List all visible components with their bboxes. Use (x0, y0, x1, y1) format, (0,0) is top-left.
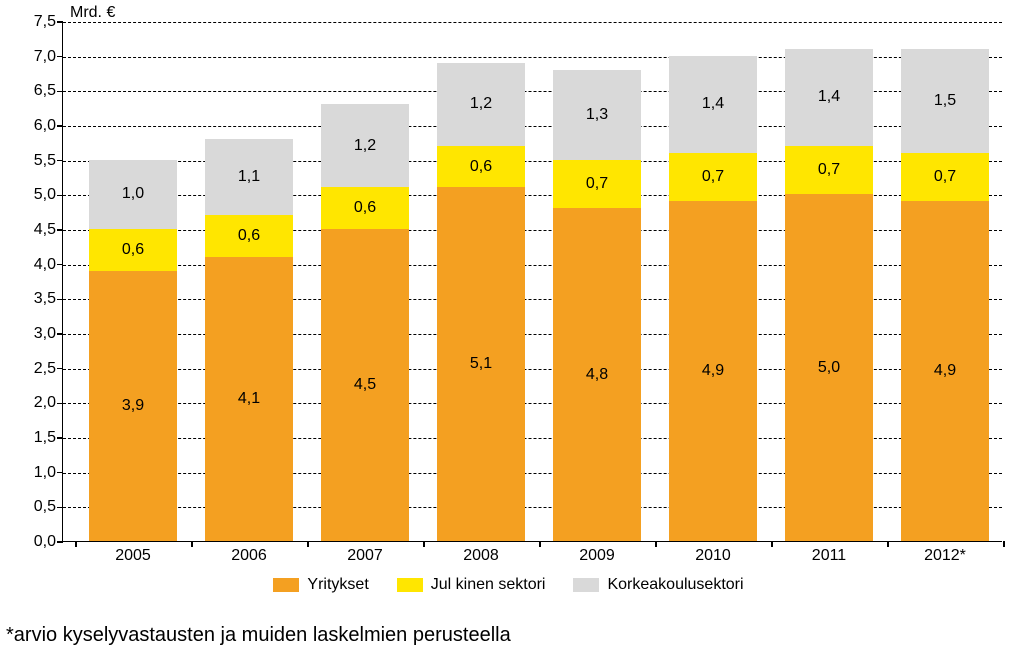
y-tick-label: 1,0 (12, 464, 56, 482)
bar-value-label: 1,2 (321, 137, 409, 155)
x-tick-mark (423, 541, 425, 547)
x-tick-label: 2010 (669, 541, 757, 565)
y-tick-label: 5,5 (12, 152, 56, 170)
y-tick-label: 3,5 (12, 290, 56, 308)
x-tick-label: 2006 (205, 541, 293, 565)
y-tick-label: 6,0 (12, 117, 56, 135)
y-tick-mark (57, 368, 63, 370)
y-tick-label: 6,5 (12, 82, 56, 100)
x-tick-label: 2009 (553, 541, 641, 565)
y-tick-mark (57, 472, 63, 474)
x-tick-mark (1003, 541, 1005, 547)
x-tick-label: 2007 (321, 541, 409, 565)
y-tick-mark (57, 56, 63, 58)
bar-value-label: 1,5 (901, 92, 989, 110)
legend-label: Korkeakoulusektori (607, 576, 743, 594)
y-tick-label: 2,5 (12, 360, 56, 378)
bar-value-label: 0,6 (89, 241, 177, 259)
bar-value-label: 0,6 (205, 227, 293, 245)
x-tick-label: 2011 (785, 541, 873, 565)
y-tick-label: 4,0 (12, 256, 56, 274)
bar-value-label: 1,1 (205, 168, 293, 186)
legend-item-korkeakoulu: Korkeakoulusektori (573, 576, 743, 594)
bar-value-label: 4,5 (321, 376, 409, 394)
y-tick-mark (57, 195, 63, 197)
bar-value-label: 1,3 (553, 106, 641, 124)
plot-area: 3,90,61,020054,10,61,120064,50,61,220075… (62, 22, 1002, 542)
y-tick-mark (57, 437, 63, 439)
bar-value-label: 4,9 (901, 362, 989, 380)
legend-label: Jul kinen sektori (431, 576, 546, 594)
legend-swatch (573, 578, 599, 592)
x-tick-mark (307, 541, 309, 547)
x-tick-mark (75, 541, 77, 547)
bar-value-label: 0,7 (553, 175, 641, 193)
y-tick-mark (57, 21, 63, 23)
x-tick-mark (539, 541, 541, 547)
bar-value-label: 0,7 (785, 161, 873, 179)
y-tick-label: 1,5 (12, 429, 56, 447)
y-tick-mark (57, 125, 63, 127)
legend-swatch (397, 578, 423, 592)
y-tick-label: 4,5 (12, 221, 56, 239)
y-tick-label: 2,0 (12, 394, 56, 412)
legend-swatch (273, 578, 299, 592)
legend-label: Yritykset (307, 576, 368, 594)
y-axis-title: Mrd. € (70, 4, 115, 22)
x-tick-label: 2008 (437, 541, 525, 565)
bar-value-label: 1,2 (437, 95, 525, 113)
bar-value-label: 0,6 (321, 199, 409, 217)
bar-value-label: 0,7 (669, 168, 757, 186)
bar-value-label: 4,8 (553, 366, 641, 384)
footnote: *arvio kyselyvastausten ja muiden laskel… (6, 624, 511, 647)
legend-item-yritykset: Yritykset (273, 576, 368, 594)
bar-value-label: 3,9 (89, 397, 177, 415)
bar-value-label: 5,1 (437, 355, 525, 373)
chart-container: Mrd. € 3,9 0,6 1,0 2005 4,1 0,6 1,1 2006 4,5 0,6 1… (12, 4, 1002, 584)
x-tick-mark (887, 541, 889, 547)
y-tick-mark (57, 229, 63, 231)
x-tick-mark (655, 541, 657, 547)
y-tick-label: 3,0 (12, 325, 56, 343)
bar-value-label: 1,4 (785, 88, 873, 106)
bar-value-label: 1,0 (89, 185, 177, 203)
y-tick-label: 7,5 (12, 13, 56, 31)
legend-item-julkinen: Jul kinen sektori (397, 576, 546, 594)
y-tick-mark (57, 299, 63, 301)
x-tick-mark (191, 541, 193, 547)
y-tick-label: 5,0 (12, 186, 56, 204)
bar-value-label: 1,4 (669, 95, 757, 113)
bar-value-label: 4,9 (669, 362, 757, 380)
bar-value-label: 4,1 (205, 390, 293, 408)
gridline (63, 22, 1002, 23)
legend: Yritykset Jul kinen sektori Korkeakoulusek… (0, 576, 1017, 597)
y-tick-mark (57, 333, 63, 335)
y-tick-mark (57, 403, 63, 405)
y-tick-label: 0,0 (12, 533, 56, 551)
y-tick-label: 0,5 (12, 498, 56, 516)
bar-value-label: 0,6 (437, 158, 525, 176)
x-tick-mark (771, 541, 773, 547)
y-tick-mark (57, 541, 63, 543)
bar-value-label: 0,7 (901, 168, 989, 186)
bar-value-label: 5,0 (785, 359, 873, 377)
y-tick-mark (57, 91, 63, 93)
x-tick-label: 2012* (901, 541, 989, 565)
y-tick-mark (57, 507, 63, 509)
y-tick-mark (57, 264, 63, 266)
x-tick-label: 2005 (89, 541, 177, 565)
y-tick-label: 7,0 (12, 48, 56, 66)
y-tick-mark (57, 160, 63, 162)
